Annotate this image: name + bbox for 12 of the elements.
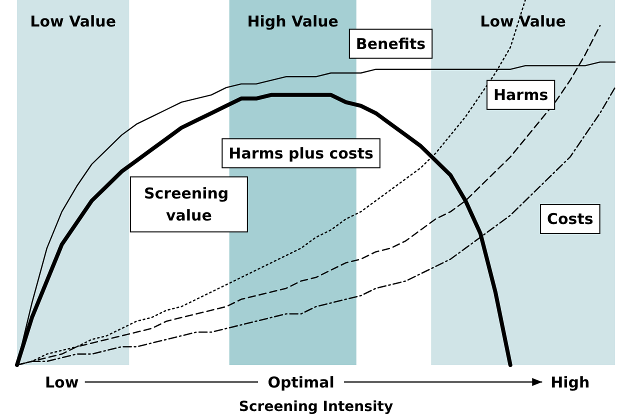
- series-label: Harms: [493, 86, 548, 104]
- annotation: High Value: [247, 12, 338, 30]
- annotation: Low Value: [480, 12, 566, 30]
- x-tick-label: Optimal: [268, 374, 334, 392]
- series-label: Costs: [546, 210, 594, 228]
- x-tick-label: Low: [44, 374, 79, 392]
- x-tick-label: High: [550, 374, 590, 392]
- series-label: Screening value: [144, 184, 234, 224]
- x-axis-title: Screening Intensity: [238, 399, 394, 415]
- text: Harms plus costs: [228, 144, 374, 162]
- annotation: Low Value: [30, 12, 116, 30]
- series-label: Benefits: [356, 34, 426, 53]
